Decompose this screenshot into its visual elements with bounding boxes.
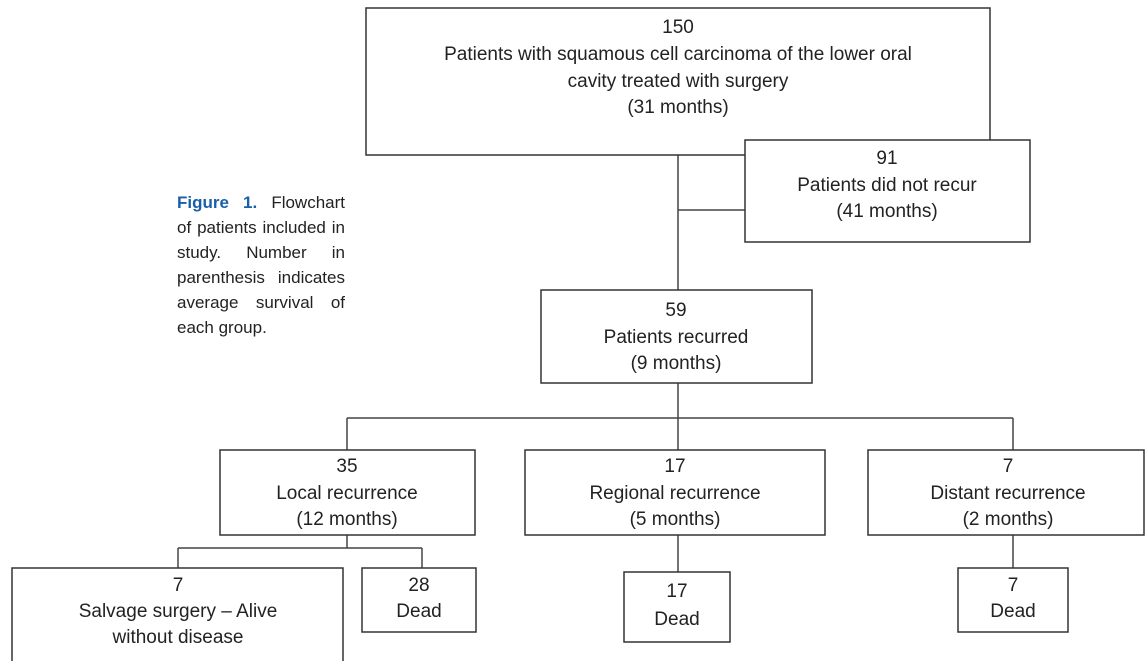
node-text: Regional recurrence [589,483,760,504]
node-count: 150 [662,17,694,38]
node-text: Patients did not recur [797,175,977,196]
node-text: (2 months) [963,509,1054,530]
node-text: (41 months) [836,201,937,222]
node-count: 17 [664,456,685,477]
node-count: 91 [876,148,897,169]
connectors [177,155,1014,572]
node-count: 17 [666,581,687,602]
node-text: without disease [112,627,244,648]
node-text: (12 months) [296,509,397,530]
node-text: Dead [990,601,1035,622]
node: 150 Patients with squamous cell carcinom… [365,7,991,156]
node-count: 35 [336,456,357,477]
node-text: Patients with squamous cell carcinoma of… [444,44,912,65]
node-text: Patients recurred [604,327,749,348]
node-count: 7 [1008,575,1019,596]
node-count: 28 [408,575,429,596]
caption-text: Flowchart of patients included in study.… [177,193,345,337]
node-text: (9 months) [631,353,722,374]
node: 28 Dead [361,567,477,633]
node-text: Salvage surgery – Alive [79,601,278,622]
node-text: Distant recurrence [930,483,1085,504]
node: 91 Patients did not recur (41 months) [744,139,1031,243]
figure-caption: Figure 1. Flowchart of patients included… [177,190,345,340]
node-text: (31 months) [627,97,728,118]
node-text: Dead [654,609,699,630]
node-count: 7 [1003,456,1014,477]
node: 7 Salvage surgery – Alive without diseas… [11,567,344,661]
node: 59 Patients recurred (9 months) [540,289,813,384]
node: 17 Dead [623,571,731,643]
node: 17 Regional recurrence (5 months) [524,449,826,536]
node: 7 Dead [957,567,1069,633]
node-text: Dead [396,601,441,622]
node-count: 59 [665,300,686,321]
caption-label: Figure 1. [177,193,258,212]
node-text: (5 months) [630,509,721,530]
node-text: Local recurrence [276,483,418,504]
node-count: 7 [173,575,184,596]
node: 7 Distant recurrence (2 months) [867,449,1145,536]
node-text: cavity treated with surgery [568,71,789,92]
node: 35 Local recurrence (12 months) [219,449,476,536]
